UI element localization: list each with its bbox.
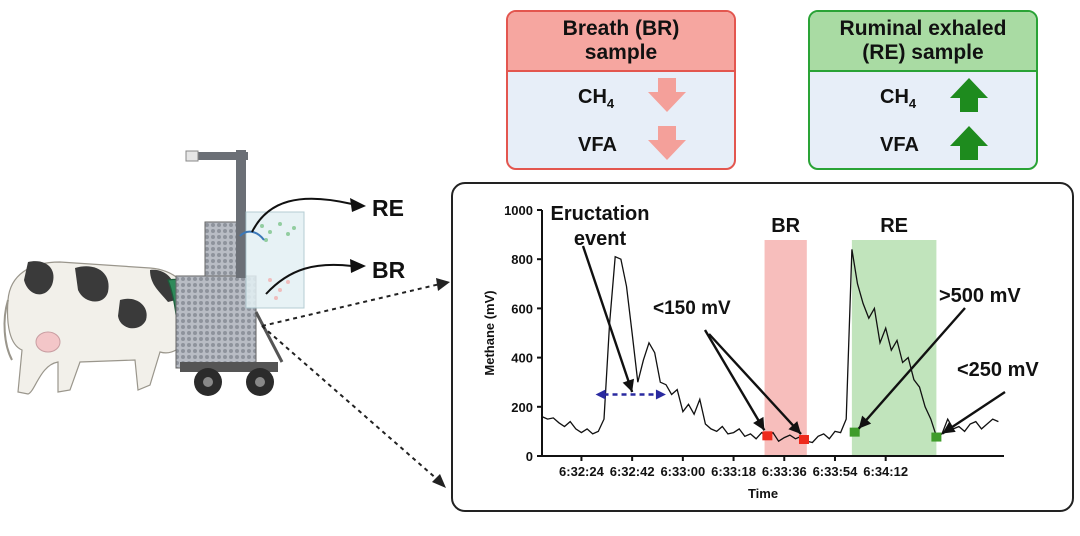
breath-sample-title: Breath (BR) sample: [508, 12, 734, 72]
cow-illustration: [3, 261, 193, 395]
re-label: RE: [372, 195, 404, 221]
shaded-region-br: [764, 240, 807, 456]
ruminal-sample-title: Ruminal exhaled (RE) sample: [810, 12, 1036, 72]
gt500-pointer-arrow-head: [858, 415, 872, 429]
ruminal-ch4-row: CH4: [810, 72, 1036, 120]
sampling-cart: [175, 150, 305, 396]
breath-ch4-label: CH4: [578, 86, 615, 111]
lt150-pointer-arrow-1-head: [753, 416, 765, 431]
eructation-label-line1: Eructation: [551, 203, 650, 225]
lt150-pointer-arrow-2-head: [788, 421, 801, 435]
y-tick-label: 1000: [504, 203, 533, 218]
threshold-marker: [849, 427, 860, 437]
region-label-re: RE: [880, 215, 908, 237]
ruminal-vfa-row: VFA: [810, 120, 1036, 168]
lt250-pointer-arrow-head: [942, 421, 956, 434]
ruminal-exhaled-sample-box: Ruminal exhaled (RE) sample CH4 VFA: [808, 10, 1038, 170]
lt150-pointer-arrow-2: [708, 333, 802, 435]
ruminal-title-line1: Ruminal exhaled: [839, 17, 1007, 40]
x-tick-label: 6:32:24: [559, 464, 605, 479]
threshold-marker: [931, 432, 942, 442]
lt250-pointer-arrow: [941, 391, 1006, 435]
eructation-pointer-arrow: [581, 245, 634, 393]
x-tick-label: 6:33:00: [660, 464, 705, 479]
breath-vfa-row: VFA: [508, 120, 734, 168]
x-tick-label: 6:32:42: [610, 464, 655, 479]
ruminal-vfa-label: VFA: [880, 134, 919, 156]
gt500-label: >500 mV: [939, 285, 1021, 307]
breath-title-line2: sample: [584, 41, 658, 64]
x-tick-label: 6:34:12: [863, 464, 908, 479]
methane-chart: 0 200 400 600 800 1000 6:32:24 6:32:42 6:33:00 6:…: [482, 203, 1039, 501]
x-tick-label: 6:33:54: [813, 464, 859, 479]
ruminal-ch4-label: CH4: [880, 86, 917, 111]
x-axis-label: Time: [748, 486, 778, 501]
methane-chart-panel: 0 200 400 600 800 1000 6:32:24 6:32:42 6:33:00 6:…: [451, 182, 1074, 512]
breath-ch4-down-arrow-icon: [648, 78, 686, 112]
breath-title-line1: Breath (BR): [562, 17, 680, 40]
eructation-span-right-arrow: [655, 389, 666, 400]
x-tick-label: 6:33:18: [711, 464, 756, 479]
connector-top: [261, 283, 441, 327]
y-tick-label: 600: [511, 301, 533, 316]
threshold-marker: [798, 435, 809, 445]
eructation-span-left-arrow: [595, 389, 606, 400]
breath-vfa-down-arrow-icon: [648, 126, 686, 160]
eructation-label-line2: event: [574, 228, 627, 250]
lt150-pointer-arrow-1: [703, 329, 766, 431]
y-tick-label: 800: [511, 252, 533, 267]
y-tick-label: 200: [511, 400, 533, 415]
y-tick-label: 400: [511, 351, 533, 366]
br-label: BR: [372, 257, 406, 283]
gt500-pointer-arrow: [857, 307, 966, 430]
ruminal-vfa-up-arrow-icon: [950, 126, 988, 160]
re-curved-arrow: [251, 197, 353, 233]
lt150-label: <150 mV: [653, 298, 731, 319]
ruminal-ch4-up-arrow-icon: [950, 78, 988, 112]
lt250-label: <250 mV: [957, 359, 1039, 381]
connector-bottom: [261, 325, 439, 481]
y-tick-label: 0: [526, 449, 533, 464]
breath-sample-box: Breath (BR) sample CH4 VFA: [506, 10, 736, 170]
threshold-marker: [762, 431, 773, 441]
breath-vfa-label: VFA: [578, 134, 617, 156]
eructation-pointer-arrow-head: [622, 378, 635, 393]
y-axis-label: Methane (mV): [482, 290, 497, 375]
region-label-br: BR: [771, 215, 800, 237]
breath-ch4-row: CH4: [508, 72, 734, 120]
x-tick-label: 6:33:36: [762, 464, 807, 479]
br-curved-arrow: [265, 263, 353, 295]
ruminal-title-line2: (RE) sample: [862, 41, 984, 64]
